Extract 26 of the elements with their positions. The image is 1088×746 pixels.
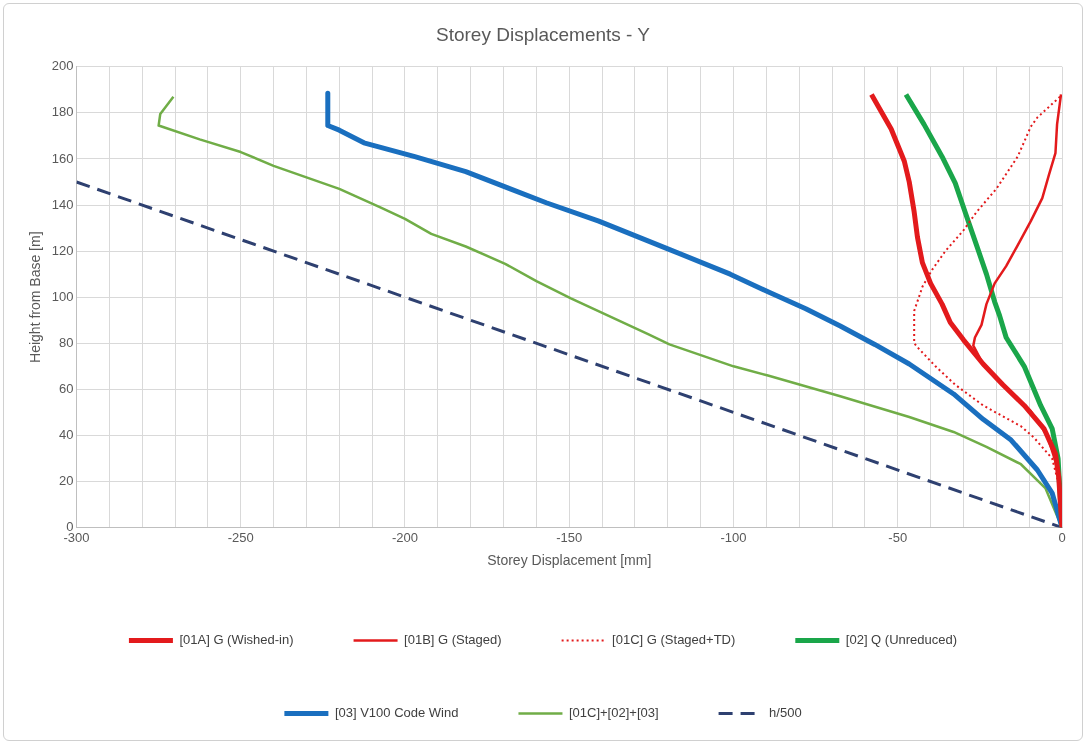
legend-label: [03] V100 Code Wind <box>334 705 459 721</box>
x-tick-label: -150 <box>556 529 583 545</box>
y-tick-label: 100 <box>51 288 74 304</box>
y-axis-title: Height from Base [m] <box>27 231 44 363</box>
y-tick-label: 80 <box>59 334 74 350</box>
legend-label: h/500 <box>769 705 802 721</box>
y-tick-label: 20 <box>59 473 74 489</box>
y-tick-label: 40 <box>59 427 74 443</box>
legend-label: [02] Q (Unreduced) <box>845 632 958 648</box>
x-tick-label: -50 <box>888 529 908 545</box>
y-tick-label: 140 <box>51 196 74 212</box>
legend-label: [01B] G (Staged) <box>404 632 502 648</box>
y-tick-label: 160 <box>51 150 74 166</box>
legend-label: [01A] G (Wished-in) <box>179 632 294 648</box>
y-tick-label: 200 <box>51 58 74 74</box>
x-tick-label: -100 <box>720 529 747 545</box>
chart-title: Storey Displacements - Y <box>435 23 651 45</box>
x-tick-label: -200 <box>391 529 419 545</box>
y-tick-label: 120 <box>51 242 74 258</box>
legend-label: [01C] G (Staged+TD) <box>612 632 736 648</box>
x-tick-label: 0 <box>1058 529 1066 545</box>
x-axis-title: Storey Displacement [mm] <box>487 552 652 569</box>
y-tick-label: 60 <box>59 380 74 396</box>
x-tick-label: -250 <box>227 529 254 545</box>
y-tick-label: 180 <box>51 104 74 120</box>
legend-label: [01C]+[02]+[03] <box>568 705 659 721</box>
